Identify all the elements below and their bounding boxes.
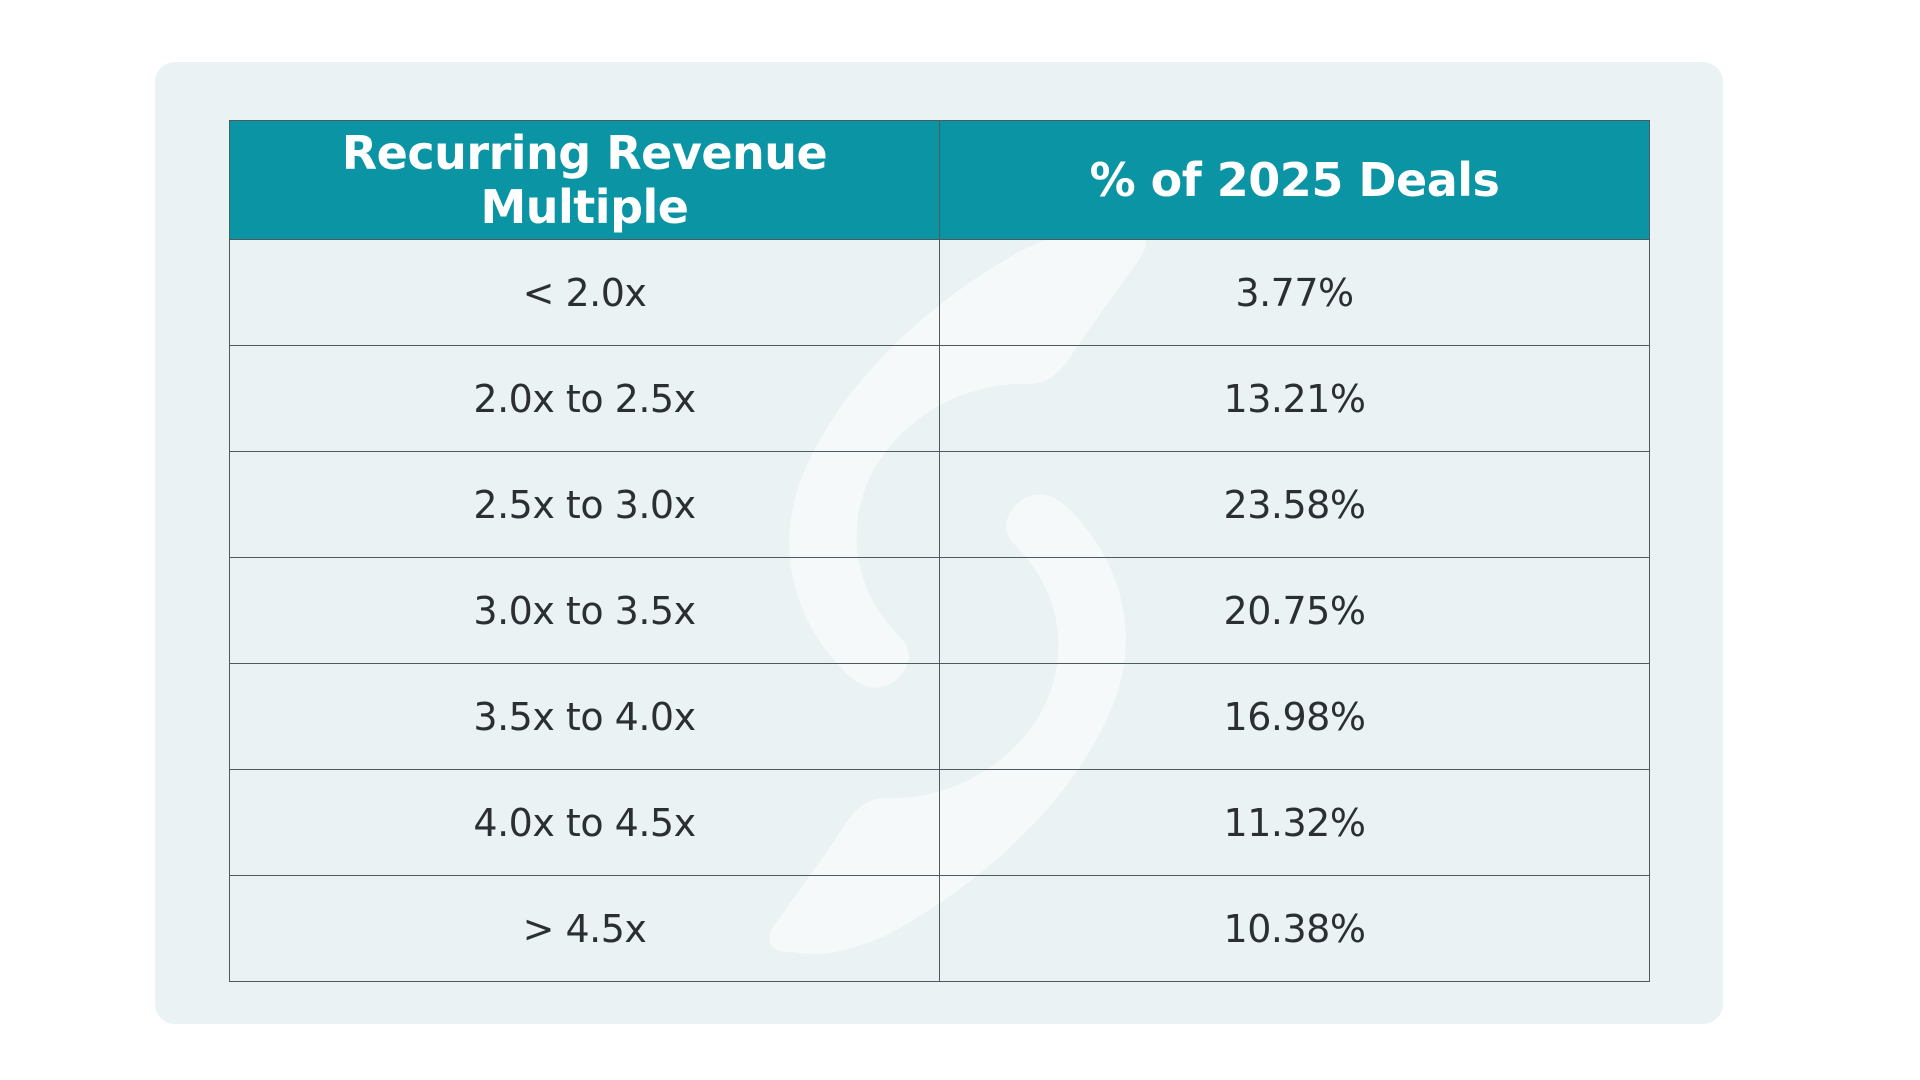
multiple-cell: < 2.0x [229, 239, 940, 346]
percent-cell: 3.77% [939, 239, 1650, 346]
percent-cell: 10.38% [939, 875, 1650, 982]
multiple-cell: 3.0x to 3.5x [229, 557, 940, 664]
percent-cell: 23.58% [939, 451, 1650, 558]
percent-cell: 20.75% [939, 557, 1650, 664]
multiple-cell: 3.5x to 4.0x [229, 663, 940, 770]
multiple-cell: 4.0x to 4.5x [229, 769, 940, 876]
multiple-cell: 2.0x to 2.5x [229, 345, 940, 452]
column-header-multiple: Recurring Revenue Multiple [229, 120, 940, 240]
table-header-row: Recurring Revenue Multiple % of 2025 Dea… [229, 120, 1650, 240]
table-row: 2.5x to 3.0x 23.58% [229, 451, 1650, 558]
table-row: 2.0x to 2.5x 13.21% [229, 345, 1650, 452]
table-row: 3.5x to 4.0x 16.98% [229, 663, 1650, 770]
column-header-percent: % of 2025 Deals [939, 120, 1650, 240]
table-row: < 2.0x 3.77% [229, 239, 1650, 346]
multiple-cell: > 4.5x [229, 875, 940, 982]
percent-cell: 16.98% [939, 663, 1650, 770]
table-row: > 4.5x 10.38% [229, 875, 1650, 982]
multiple-cell: 2.5x to 3.0x [229, 451, 940, 558]
deals-table: Recurring Revenue Multiple % of 2025 Dea… [229, 120, 1650, 982]
percent-cell: 13.21% [939, 345, 1650, 452]
percent-cell: 11.32% [939, 769, 1650, 876]
table-row: 3.0x to 3.5x 20.75% [229, 557, 1650, 664]
table-row: 4.0x to 4.5x 11.32% [229, 769, 1650, 876]
table-card: Recurring Revenue Multiple % of 2025 Dea… [155, 62, 1723, 1024]
